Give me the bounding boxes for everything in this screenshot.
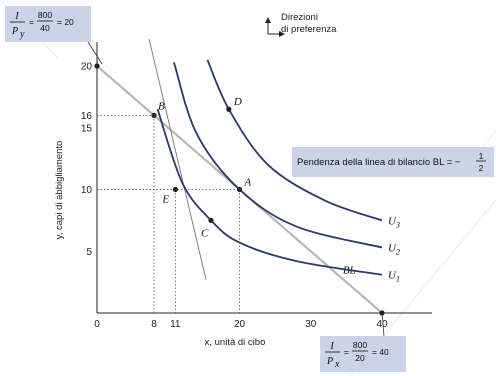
curve-u3 — [206, 59, 383, 222]
formula-lhs-num: I — [14, 11, 19, 22]
formula-lhs-den: P — [326, 356, 333, 367]
formula-num: 800 — [38, 10, 52, 20]
y-intercept-formula: I P y = 800 40 = 20 — [5, 6, 91, 42]
y-tick-label: 15 — [81, 123, 93, 134]
x-tick-label: 11 — [170, 319, 181, 330]
x-tick-label: 20 — [234, 319, 246, 330]
formula-eq: = — [29, 17, 34, 27]
curve-label-u2: U2 — [388, 243, 400, 257]
dotted-guides — [97, 115, 240, 313]
y-tick-label: 20 — [81, 62, 93, 73]
x-tick-label: 30 — [305, 319, 317, 330]
y-intercept-connector — [87, 41, 103, 65]
formula-lhs-sub: x — [334, 359, 340, 370]
slope-frac-den: 2 — [479, 163, 484, 173]
y-tick-label: 16 — [81, 111, 93, 122]
formula-lhs-sub: y — [19, 29, 25, 40]
formula-result: = 40 — [372, 347, 389, 357]
point-label-d: D — [233, 96, 242, 108]
point-label-c: C — [201, 227, 209, 239]
y-axis-label: y, capi di abbigliamento — [54, 141, 65, 240]
axes — [96, 42, 432, 314]
formula-result: = 20 — [57, 17, 74, 27]
formula-lhs-den: P — [11, 26, 18, 37]
slope-frac-num: 1 — [479, 151, 484, 161]
legend-line-1: Direzioni — [281, 12, 318, 23]
x-tick-label: 40 — [376, 319, 388, 330]
formula-den: 20 — [355, 353, 365, 363]
legend-line-2: di preferenza — [281, 24, 337, 35]
curve-label-u3: U3 — [388, 215, 400, 229]
y-tick-label: 10 — [81, 185, 93, 196]
point-b — [151, 112, 157, 118]
x-tick-label: 8 — [151, 319, 157, 330]
point-e — [172, 186, 178, 193]
point-d — [226, 106, 232, 112]
formula-lhs-num: I — [329, 341, 334, 352]
formula-eq: = — [344, 347, 349, 357]
arrow-head — [265, 17, 271, 23]
y-tick-label: 5 — [86, 247, 92, 258]
arrow-head — [279, 31, 285, 37]
point-label-a: A — [244, 177, 252, 189]
point-c — [208, 217, 214, 223]
slope-text: Pendenza della linea di bilancio BL = − — [297, 157, 461, 168]
formula-den: 40 — [40, 23, 50, 33]
intercept-point — [94, 63, 100, 69]
curve-u1 — [156, 108, 383, 276]
x-axis-label: x, unità di cibo — [205, 337, 266, 348]
formula-num: 800 — [353, 340, 367, 350]
point-label-e: E — [161, 194, 169, 206]
preference-direction: Direzioni di preferenza — [265, 12, 337, 37]
point-a — [236, 186, 243, 193]
x-intercept-connector — [381, 312, 385, 337]
slope-annotation: Pendenza della linea di bilancio BL = − … — [292, 147, 494, 177]
x-intercept-formula: I P x = 800 20 = 40 — [320, 336, 406, 372]
x-tick-label: 0 — [94, 319, 100, 330]
curve-label-u1: U1 — [388, 270, 400, 284]
steep-line — [148, 38, 207, 280]
chart-points: A B C D E — [94, 63, 385, 316]
point-label-b: B — [158, 100, 165, 112]
